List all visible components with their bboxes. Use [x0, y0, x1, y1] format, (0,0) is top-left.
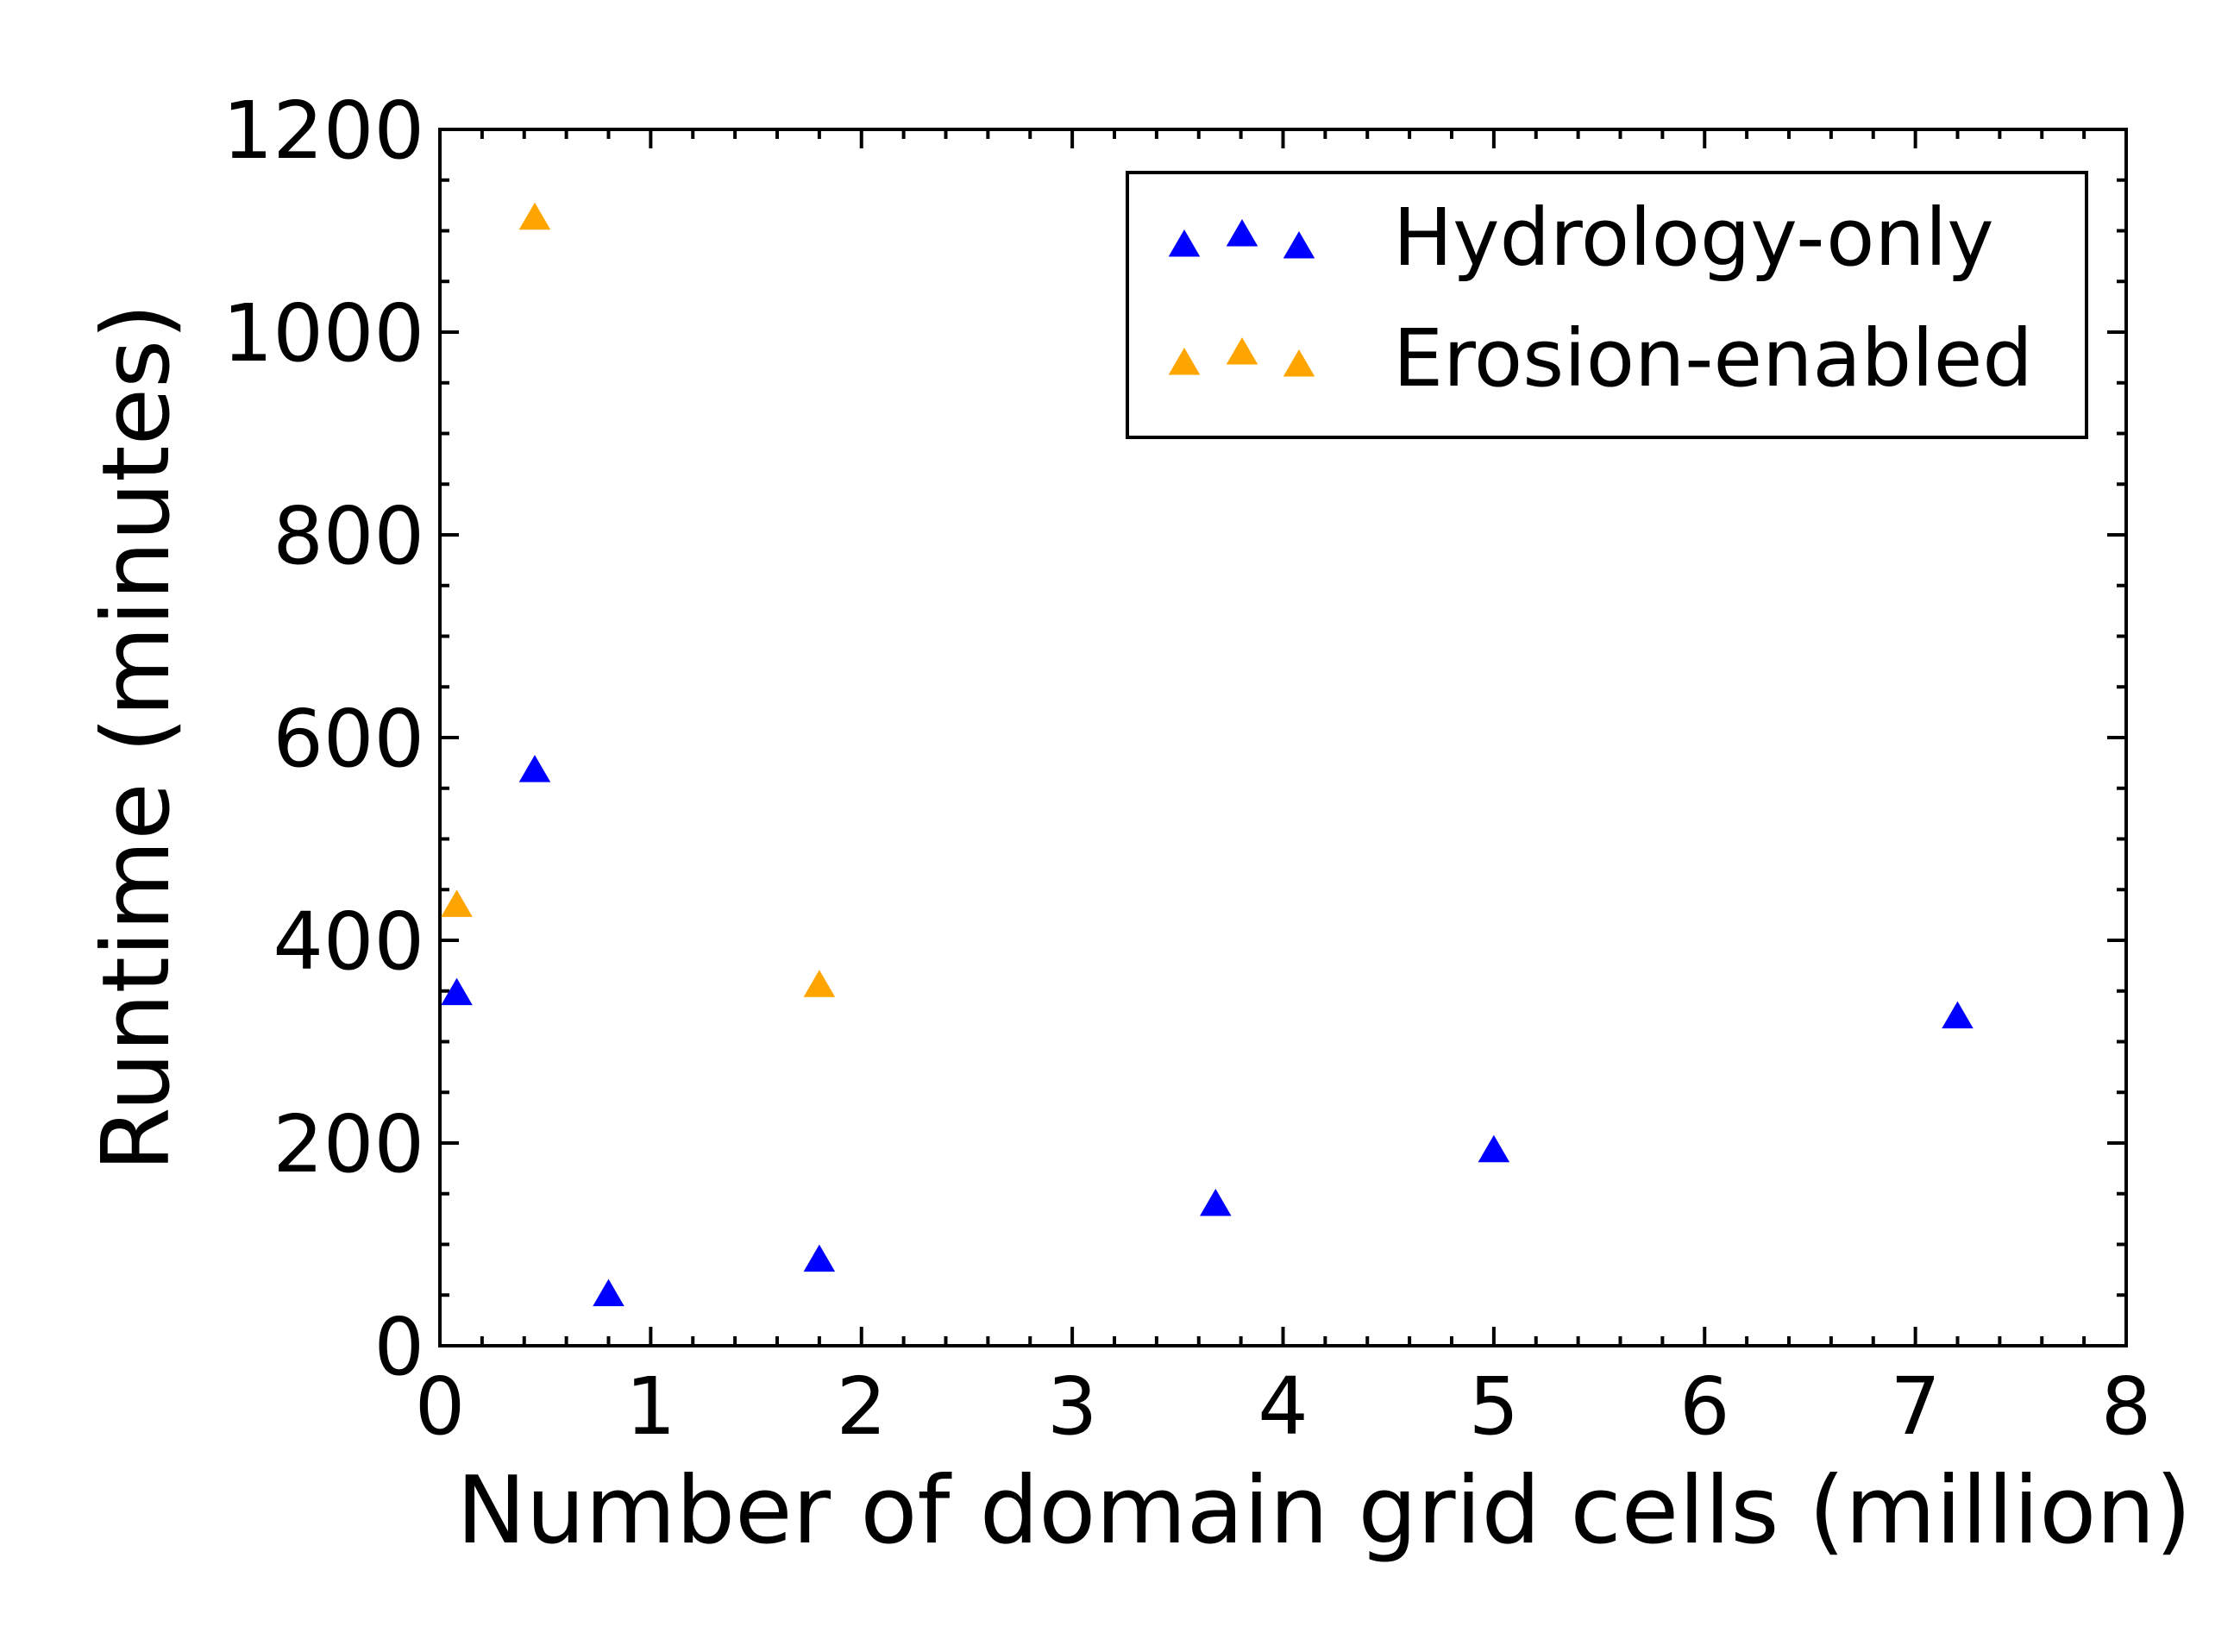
x-tick-label: 1	[625, 1360, 676, 1453]
y-axis-label: Runtime (minutes)	[83, 304, 191, 1172]
erosion-point	[441, 889, 473, 917]
y-tick-label: 800	[273, 490, 424, 582]
x-tick-label: 7	[1890, 1360, 1941, 1453]
hydrology-point	[1200, 1189, 1232, 1216]
x-tick-label: 0	[415, 1360, 466, 1453]
legend-label-hydrology: Hydrology-only	[1393, 192, 1994, 284]
hydrology-point	[593, 1278, 624, 1307]
hydrology-point	[1942, 1001, 1974, 1029]
x-tick-label: 6	[1679, 1360, 1730, 1453]
x-tick-label: 3	[1047, 1360, 1098, 1453]
y-tick-label: 1000	[223, 287, 424, 380]
legend-erosion-marker	[1226, 337, 1258, 365]
hydrology-point	[518, 755, 551, 782]
tick-labels: 0 1 2 3 4 5 6 7 8 0 200 400 600 800 1000 1200	[223, 85, 2151, 1453]
data-points	[441, 202, 1974, 1307]
y-tick-label: 200	[273, 1098, 424, 1190]
hydrology-point	[441, 977, 473, 1006]
x-tick-label: 8	[2101, 1360, 2152, 1453]
legend-markers-hydrology	[1168, 219, 1315, 259]
x-axis-label: Number of domain grid cells (million)	[456, 1457, 2192, 1565]
erosion-point	[803, 970, 836, 997]
legend-box	[1126, 171, 2088, 439]
hydrology-point	[803, 1244, 836, 1272]
legend-hydrology-marker	[1283, 231, 1315, 259]
legend-label-erosion: Erosion-enabled	[1393, 312, 2033, 405]
y-tick-label: 400	[273, 895, 424, 988]
y-tick-label: 1200	[223, 85, 424, 177]
x-tick-label: 5	[1469, 1360, 1520, 1453]
legend: Hydrology-only Erosion-enabled	[1126, 171, 2088, 439]
legend-hydrology-marker	[1226, 219, 1258, 247]
y-tick-label: 0	[373, 1301, 424, 1393]
legend-erosion-marker	[1283, 349, 1315, 377]
hydrology-point	[1478, 1134, 1510, 1163]
x-tick-label: 4	[1258, 1360, 1308, 1453]
y-tick-label: 600	[273, 693, 424, 785]
legend-erosion-marker	[1168, 348, 1201, 375]
x-tick-label: 2	[836, 1360, 887, 1453]
legend-hydrology-marker	[1168, 229, 1201, 257]
erosion-point	[518, 202, 551, 230]
plot-frame	[438, 128, 2128, 1347]
legend-markers-erosion	[1168, 337, 1315, 377]
